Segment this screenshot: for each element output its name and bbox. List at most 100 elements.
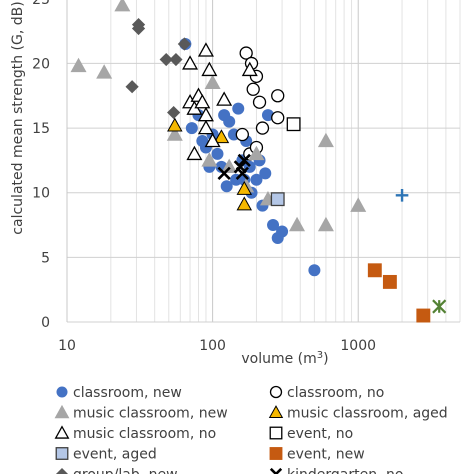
- data-point: [197, 42, 214, 57]
- legend-marker: [55, 467, 69, 474]
- data-point: [232, 102, 245, 115]
- legend: classroom, new classroom, no music classro…: [54, 385, 448, 474]
- legend-marker: [269, 426, 283, 440]
- data-point: [114, 0, 131, 12]
- data-point: [367, 263, 382, 278]
- y-tick-label: 20: [32, 56, 50, 72]
- x-tick-label: 100: [199, 338, 226, 354]
- data-point: [216, 91, 233, 106]
- data-point: [271, 111, 285, 125]
- x-tick-label: 1000: [340, 338, 376, 354]
- data-point: [270, 192, 285, 207]
- data-point: [237, 153, 251, 168]
- data-point: [220, 180, 233, 193]
- data-point: [236, 180, 253, 195]
- series-4: [182, 42, 258, 161]
- data-point: [221, 158, 238, 174]
- legend-item: music classroom, aged: [268, 405, 448, 422]
- y-tick-label: 15: [32, 121, 50, 137]
- data-point: [267, 219, 280, 232]
- legend-label: music classroom, aged: [287, 406, 448, 422]
- data-point: [246, 82, 260, 96]
- data-point: [167, 105, 181, 120]
- data-point: [250, 173, 263, 186]
- legend-marker: [56, 386, 68, 398]
- series-3: [167, 117, 253, 211]
- data-point: [96, 64, 113, 79]
- data-point: [259, 167, 272, 180]
- legend-label: classroom, no: [287, 385, 384, 401]
- x-axis: 10 100 1000: [58, 338, 376, 354]
- data-point: [235, 166, 249, 180]
- x-axis-label: volume (m3): [241, 350, 328, 367]
- data-point: [271, 89, 285, 103]
- data-point: [201, 61, 218, 77]
- data-point: [308, 264, 321, 277]
- data-point: [194, 93, 211, 109]
- data-point: [252, 95, 267, 109]
- x-tick-label: 10: [58, 338, 76, 354]
- data-point: [317, 132, 334, 148]
- data-point: [235, 127, 249, 142]
- legend-marker: [269, 385, 283, 399]
- data-point: [201, 152, 218, 167]
- data-point: [131, 21, 146, 36]
- legend-item: classroom, new: [56, 385, 182, 401]
- data-point: [213, 129, 230, 144]
- data-point: [159, 52, 173, 67]
- legend-item: music classroom, no: [54, 425, 216, 442]
- data-point: [185, 122, 198, 135]
- legend-label: music classroom, new: [73, 406, 228, 422]
- data-point: [286, 117, 301, 132]
- series-6: [270, 192, 285, 207]
- legend-item: event, no: [269, 426, 353, 442]
- data-point: [239, 46, 253, 60]
- y-axis: 0 5 10 15 20 25: [32, 0, 50, 331]
- data-point: [70, 57, 87, 73]
- legend-label: event, aged: [73, 447, 157, 463]
- data-point: [186, 145, 203, 161]
- data-point: [248, 145, 265, 161]
- data-point: [217, 166, 231, 180]
- y-tick-label: 10: [32, 186, 50, 202]
- legend-item: event, aged: [55, 447, 157, 463]
- data-point: [241, 61, 258, 77]
- legend-label: event, no: [287, 426, 353, 442]
- series-8: [125, 18, 191, 120]
- data-point: [350, 197, 367, 212]
- data-point: [236, 196, 253, 211]
- legend-label: classroom, new: [73, 385, 182, 401]
- data-point: [223, 115, 236, 128]
- legend-item: event, new: [269, 447, 365, 463]
- data-point: [204, 132, 221, 148]
- data-point: [276, 225, 289, 238]
- data-point: [211, 147, 224, 160]
- data-point: [182, 55, 199, 70]
- series-10: [395, 189, 409, 202]
- data-point: [416, 308, 431, 323]
- data-point: [317, 216, 334, 232]
- y-tick-label: 25: [32, 0, 50, 8]
- y-tick-label: 0: [41, 315, 50, 331]
- y-tick-label: 5: [41, 250, 50, 266]
- series-9: [217, 153, 251, 180]
- legend-item: music classroom, new: [54, 404, 228, 422]
- series-11: [432, 299, 447, 314]
- data-point: [177, 37, 191, 51]
- data-point: [289, 216, 306, 232]
- data-point: [166, 126, 183, 141]
- data-point: [382, 274, 397, 289]
- legend-marker: [269, 447, 283, 460]
- data-point: [125, 80, 139, 94]
- data-point: [197, 119, 214, 135]
- series-7: [367, 263, 431, 323]
- data-point: [204, 74, 221, 89]
- y-axis-label: calculated mean strength (G, dB): [10, 1, 26, 234]
- data-points: [70, 0, 447, 323]
- legend-label: event, new: [287, 447, 365, 463]
- data-point: [167, 117, 183, 132]
- data-point: [197, 106, 214, 122]
- legend-item: kindergarten, no: [269, 467, 403, 474]
- data-point: [255, 121, 270, 135]
